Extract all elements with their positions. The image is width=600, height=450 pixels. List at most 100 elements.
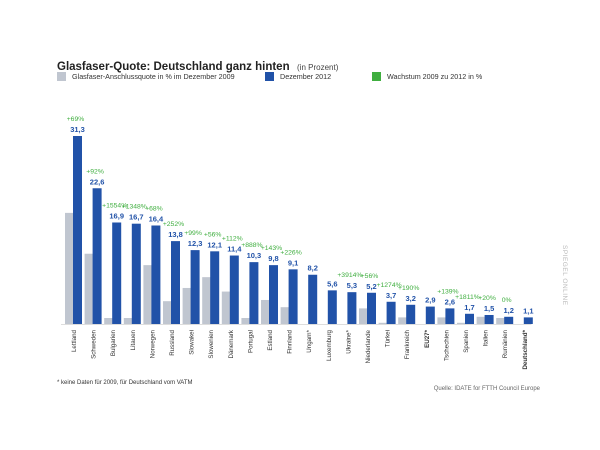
- bar-2009: [202, 277, 212, 324]
- category-label: Litauen: [130, 329, 137, 350]
- bar-2009: [182, 287, 192, 324]
- bar-2012: [367, 292, 376, 324]
- legend-item-growth: Wachstum 2009 zu 2012 in %: [372, 72, 482, 81]
- growth-label: +1274%: [377, 282, 402, 289]
- growth-label: +99%: [184, 230, 202, 237]
- bar-2009: [65, 212, 74, 324]
- growth-label: +69%: [67, 116, 85, 123]
- value-label-2012: 1,5: [484, 304, 494, 313]
- category-label: Dänemark: [228, 329, 235, 358]
- value-label-2012: 5,6: [327, 279, 337, 288]
- value-label-2012: 2,6: [445, 297, 455, 306]
- category-label: Norwegen: [149, 329, 156, 358]
- growth-label: 0%: [502, 297, 512, 304]
- bar-2012: [347, 292, 357, 324]
- value-label-2012: 16,4: [149, 214, 164, 223]
- category-label: Russland: [169, 329, 176, 355]
- bar-2012: [465, 313, 474, 324]
- value-label-2012: 1,2: [503, 306, 513, 315]
- bar-2009: [241, 317, 251, 324]
- value-label-2012: 5,2: [366, 282, 376, 291]
- legend-swatch-2009: [57, 72, 66, 81]
- value-label-2012: 8,2: [307, 264, 317, 273]
- source-note: Quelle: IDATE for FTTH Council Europe: [433, 386, 540, 392]
- category-label: Estland: [267, 329, 274, 350]
- growth-label: +139%: [437, 288, 458, 295]
- bar-2012: [249, 262, 259, 324]
- bar-2009: [123, 317, 133, 324]
- category-label: Finnland: [287, 329, 294, 353]
- bar-2012: [269, 265, 278, 324]
- bar-2012: [327, 290, 337, 324]
- legend-swatch-growth: [372, 72, 381, 81]
- bar-2009: [221, 291, 231, 324]
- value-label-2012: 3,2: [405, 294, 415, 303]
- growth-label: +112%: [222, 236, 243, 243]
- growth-label: +888%: [241, 242, 262, 249]
- legend-item-2012: Dezember 2012: [265, 72, 331, 81]
- value-label-2012: 1,7: [464, 303, 474, 312]
- category-label: Lettland: [71, 329, 78, 352]
- value-label-2012: 22,6: [90, 177, 105, 186]
- watermark: SPIEGEL ONLINE: [561, 245, 568, 306]
- bar-2009: [84, 253, 94, 324]
- growth-label: +92%: [86, 168, 104, 175]
- legend-label-2012: Dezember 2012: [280, 72, 332, 81]
- bar-2012: [386, 301, 396, 324]
- bar-2009: [398, 317, 408, 324]
- bar-2009: [104, 317, 114, 324]
- bar-2009: [476, 316, 486, 324]
- value-label-2012: 31,3: [70, 125, 85, 134]
- growth-label: +1348%: [122, 204, 147, 211]
- bar-2012: [523, 317, 533, 324]
- bar-2012: [504, 316, 514, 324]
- bar-2009: [359, 308, 368, 324]
- category-label: EU27*: [424, 329, 431, 347]
- bar-2012: [210, 251, 220, 324]
- bar-2012: [151, 225, 161, 324]
- value-label-2012: 9,1: [288, 258, 298, 267]
- legend: Glasfaser-Anschlussquote in % im Dezembe…: [57, 72, 547, 86]
- legend-label-2009: Glasfaser-Anschlussquote in % im Dezembe…: [72, 72, 235, 81]
- bar-2012: [445, 308, 455, 324]
- category-label: Schweden: [91, 329, 98, 358]
- growth-label: +1554%: [102, 202, 127, 209]
- bar-2012: [484, 314, 494, 324]
- value-label-2012: 9,8: [268, 254, 278, 263]
- value-label-2012: 13,8: [168, 230, 183, 239]
- category-label: Ukraine*: [345, 329, 352, 353]
- bar-2012: [229, 255, 239, 324]
- category-label: Deutschland*: [522, 329, 529, 369]
- value-label-2012: 5,3: [347, 281, 357, 290]
- category-label: Türkei: [385, 330, 392, 347]
- category-label: Spanien: [463, 329, 470, 352]
- bar-2012: [308, 274, 318, 324]
- bar-2012: [171, 241, 180, 324]
- legend-item-2009: Glasfaser-Anschlussquote in % im Dezembe…: [57, 72, 235, 81]
- value-label-2012: 16,9: [109, 211, 124, 220]
- category-label: Bulgarien: [110, 329, 117, 356]
- growth-label: +20%: [478, 295, 496, 302]
- growth-label: +56%: [361, 273, 379, 280]
- bar-2009: [378, 322, 388, 324]
- bar-2012: [288, 269, 298, 324]
- value-label-2012: 16,7: [129, 213, 144, 222]
- category-label: Frankreich: [404, 329, 411, 359]
- bar-2009: [163, 301, 172, 324]
- value-label-2012: 11,4: [227, 245, 242, 254]
- bar-2012: [425, 306, 435, 324]
- bar-2012: [131, 223, 141, 324]
- bar-2009: [143, 265, 153, 324]
- value-label-2012: 2,9: [425, 296, 435, 305]
- growth-label: +1811%: [455, 294, 480, 301]
- growth-label: +56%: [204, 231, 222, 238]
- category-label: Slowenien: [208, 329, 215, 358]
- bar-2012: [73, 136, 82, 324]
- growth-label: +143%: [261, 245, 282, 252]
- growth-label: +252%: [163, 221, 184, 228]
- value-label-2012: 10,3: [247, 251, 262, 260]
- bar-2009: [496, 317, 506, 324]
- value-label-2012: 3,7: [386, 291, 396, 300]
- category-label: Portugal: [247, 330, 254, 353]
